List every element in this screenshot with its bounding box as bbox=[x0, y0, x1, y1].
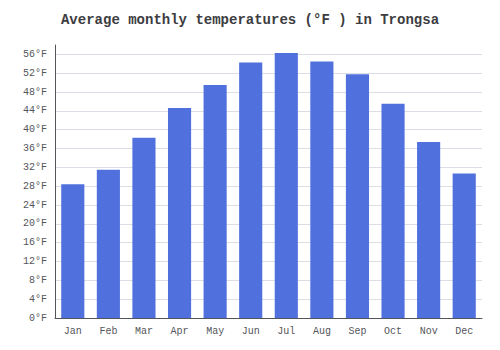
svg-text:32°F: 32°F bbox=[23, 162, 47, 173]
svg-text:44°F: 44°F bbox=[23, 105, 47, 116]
svg-text:16°F: 16°F bbox=[23, 237, 47, 248]
svg-text:Jun: Jun bbox=[242, 326, 260, 337]
svg-text:0°F: 0°F bbox=[29, 313, 47, 324]
svg-text:Aug: Aug bbox=[313, 326, 331, 337]
svg-text:40°F: 40°F bbox=[23, 124, 47, 135]
svg-text:Average monthly temperatures (: Average monthly temperatures (°F ) in Tr… bbox=[61, 12, 440, 28]
svg-text:Mar: Mar bbox=[135, 326, 153, 337]
svg-text:Feb: Feb bbox=[99, 326, 117, 337]
svg-text:56°F: 56°F bbox=[23, 49, 47, 60]
svg-text:52°F: 52°F bbox=[23, 68, 47, 79]
svg-text:May: May bbox=[206, 326, 224, 337]
svg-text:36°F: 36°F bbox=[23, 143, 47, 154]
svg-text:Nov: Nov bbox=[420, 326, 438, 337]
svg-text:12°F: 12°F bbox=[23, 256, 47, 267]
svg-text:Dec: Dec bbox=[455, 326, 473, 337]
svg-text:28°F: 28°F bbox=[23, 181, 47, 192]
svg-text:Jan: Jan bbox=[64, 326, 82, 337]
svg-text:Oct: Oct bbox=[384, 326, 402, 337]
svg-text:48°F: 48°F bbox=[23, 87, 47, 98]
svg-text:Apr: Apr bbox=[171, 326, 189, 337]
svg-text:24°F: 24°F bbox=[23, 200, 47, 211]
svg-text:8°F: 8°F bbox=[29, 275, 47, 286]
svg-text:4°F: 4°F bbox=[29, 294, 47, 305]
svg-text:Jul: Jul bbox=[277, 326, 295, 337]
svg-text:Sep: Sep bbox=[348, 326, 366, 337]
svg-text:20°F: 20°F bbox=[23, 218, 47, 229]
